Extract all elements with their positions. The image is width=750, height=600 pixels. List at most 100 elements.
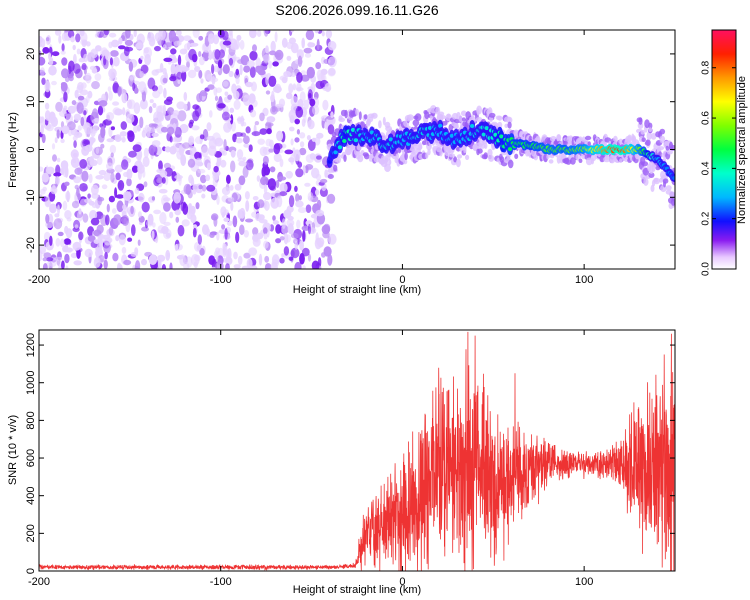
noise-speckle — [154, 68, 164, 73]
noise-speckle — [265, 90, 271, 95]
noise-speckle — [200, 174, 207, 184]
noise-speckle — [81, 146, 90, 156]
noise-speckle — [211, 63, 215, 75]
ridge-halo — [484, 142, 488, 149]
ridge-halo — [355, 108, 359, 116]
noise-speckle — [108, 32, 117, 38]
noise-speckle — [163, 87, 167, 99]
noise-speckle — [98, 100, 108, 107]
noise-speckle — [275, 224, 282, 234]
noise-speckle — [263, 192, 272, 201]
noise-speckle — [206, 162, 211, 171]
noise-speckle — [108, 195, 115, 203]
noise-speckle — [109, 144, 117, 154]
noise-speckle — [52, 154, 57, 162]
ridge-halo — [506, 116, 513, 124]
noise-speckle — [189, 42, 199, 47]
ridge-halo — [646, 131, 652, 141]
noise-speckle — [97, 105, 104, 116]
noise-speckle — [49, 235, 53, 246]
noise-speckle — [288, 83, 294, 94]
noise-speckle — [327, 254, 333, 266]
noise-speckle — [270, 94, 275, 103]
noise-speckle — [270, 261, 278, 269]
noise-speckle — [91, 184, 99, 196]
noise-speckle — [229, 38, 238, 48]
noise-speckle — [201, 145, 209, 158]
noise-speckle — [115, 194, 125, 199]
noise-speckle — [87, 90, 93, 99]
noise-speckle — [161, 177, 166, 184]
noise-speckle — [110, 126, 115, 131]
noise-speckle — [192, 30, 200, 39]
noise-speckle — [181, 219, 190, 227]
noise-speckle — [290, 154, 295, 165]
y-tick-label: 800 — [25, 411, 37, 429]
noise-speckle — [118, 264, 123, 269]
noise-speckle — [121, 92, 128, 104]
ridge-halo — [666, 149, 673, 155]
noise-speckle — [276, 130, 284, 142]
noise-speckle — [304, 182, 311, 187]
noise-speckle — [252, 233, 258, 242]
noise-speckle — [51, 80, 57, 86]
noise-speckle — [148, 106, 153, 114]
noise-speckle — [222, 64, 230, 75]
noise-speckle — [153, 209, 162, 215]
noise-speckle — [57, 231, 64, 237]
noise-speckle — [66, 247, 73, 253]
noise-speckle — [128, 74, 136, 81]
noise-speckle — [132, 144, 142, 153]
ridge-core — [672, 176, 675, 181]
snr-ylabel: SNR (10 * v/v) — [7, 415, 19, 485]
noise-speckle — [258, 219, 268, 224]
noise-speckle — [139, 116, 144, 129]
noise-speckle — [236, 149, 244, 160]
noise-speckle — [149, 99, 154, 104]
noise-speckle — [70, 252, 78, 259]
noise-speckle — [133, 102, 141, 114]
noise-speckle — [251, 131, 261, 137]
noise-speckle — [164, 146, 171, 153]
ridge-halo — [465, 154, 470, 160]
noise-speckle — [73, 53, 77, 65]
y-tick-label: 10 — [25, 96, 37, 108]
noise-speckle — [187, 190, 193, 199]
ridge-core — [369, 130, 375, 135]
noise-speckle — [266, 116, 276, 123]
noise-speckle — [100, 143, 105, 149]
noise-speckle — [202, 184, 207, 192]
ridge-core — [438, 123, 443, 128]
ridge-halo — [643, 178, 649, 186]
noise-speckle — [288, 256, 294, 261]
noise-speckle — [89, 210, 98, 220]
noise-speckle — [163, 99, 173, 106]
ridge-halo — [497, 115, 503, 121]
noise-speckle — [230, 160, 236, 173]
noise-speckle — [137, 154, 142, 164]
noise-speckle — [205, 174, 211, 182]
noise-speckle — [241, 265, 251, 269]
noise-speckle — [120, 121, 128, 130]
noise-speckle — [165, 249, 171, 261]
noise-speckle — [163, 221, 171, 226]
noise-speckle — [299, 141, 305, 148]
noise-speckle — [291, 72, 296, 78]
noise-speckle — [299, 240, 304, 251]
noise-speckle — [305, 30, 315, 41]
noise-speckle — [256, 175, 261, 182]
noise-speckle — [61, 68, 69, 79]
y-tick-label: 20 — [25, 48, 37, 60]
noise-speckle — [222, 40, 232, 46]
noise-speckle — [172, 142, 182, 153]
noise-speckle — [71, 100, 77, 106]
noise-speckle — [249, 30, 257, 39]
noise-speckle — [87, 52, 92, 63]
noise-speckle — [111, 208, 117, 214]
noise-speckle — [239, 64, 243, 76]
noise-speckle — [44, 80, 51, 93]
noise-speckle — [290, 30, 294, 33]
snr-frame — [38, 329, 676, 572]
ridge-halo — [641, 137, 646, 143]
ridge-halo — [411, 148, 416, 155]
